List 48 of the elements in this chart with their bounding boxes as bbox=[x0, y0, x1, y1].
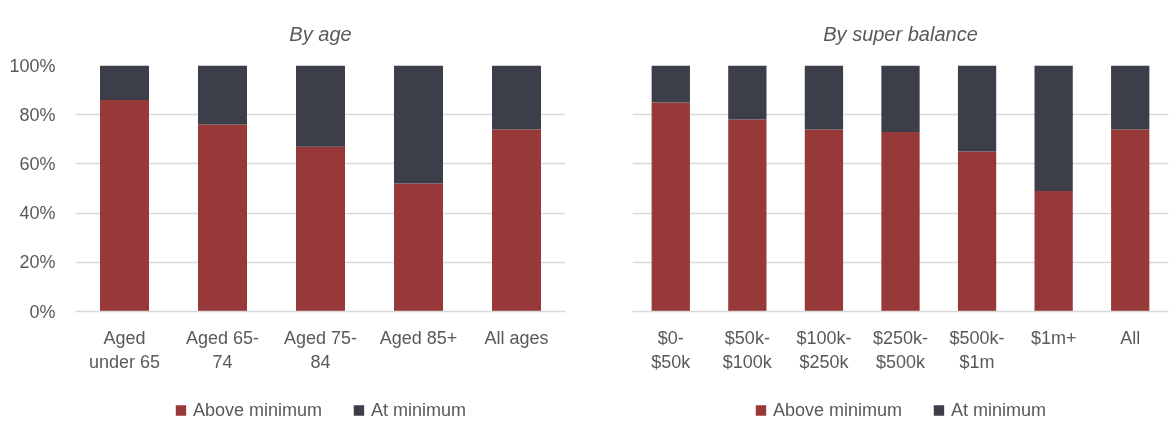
bar bbox=[100, 99, 149, 312]
bar bbox=[1111, 129, 1150, 312]
bar bbox=[651, 65, 690, 103]
legend-label: At minimum bbox=[371, 399, 467, 420]
bar bbox=[957, 151, 997, 312]
bar bbox=[198, 65, 247, 125]
bar bbox=[394, 65, 443, 184]
bar bbox=[198, 124, 247, 312]
legend-label: At minimum bbox=[951, 399, 1047, 420]
x-tick-label: $500k-$1m bbox=[949, 327, 1005, 372]
bar bbox=[492, 129, 541, 312]
chart-title: By age bbox=[289, 22, 352, 45]
bar bbox=[394, 183, 443, 312]
y-tick-label: 100% bbox=[9, 55, 56, 76]
x-tick-label: $0-$50k bbox=[651, 327, 692, 372]
x-tick-label: Aged 75-84 bbox=[283, 327, 358, 372]
bar bbox=[651, 102, 690, 312]
bar bbox=[881, 131, 920, 312]
x-tick-label: $1m+ bbox=[1030, 327, 1077, 348]
bar bbox=[1034, 190, 1073, 312]
bar bbox=[100, 65, 149, 100]
x-tick-label: $50k-$100k bbox=[722, 327, 773, 372]
legend-label: Above minimum bbox=[192, 399, 323, 420]
x-tick-label: Aged 85+ bbox=[379, 327, 458, 348]
bar bbox=[804, 65, 844, 130]
bar bbox=[1034, 65, 1073, 191]
bar bbox=[1111, 65, 1150, 130]
x-tick-label: Aged under 65 bbox=[88, 327, 161, 372]
bar bbox=[492, 65, 541, 130]
bar bbox=[804, 129, 844, 312]
x-tick-label: $250k-$500k bbox=[872, 327, 929, 372]
bar bbox=[957, 65, 997, 152]
chart-title: By super balance bbox=[823, 22, 978, 45]
y-tick-label: 40% bbox=[19, 203, 56, 224]
y-tick-label: 60% bbox=[19, 153, 56, 174]
y-tick-label: 80% bbox=[19, 104, 56, 125]
legend-label: Above minimum bbox=[772, 399, 903, 420]
y-tick-label: 20% bbox=[19, 252, 56, 273]
x-tick-label: Aged 65-74 bbox=[185, 327, 260, 372]
bar bbox=[296, 146, 345, 312]
bar bbox=[728, 65, 767, 120]
x-tick-label: All ages bbox=[484, 327, 549, 348]
x-tick-label: All bbox=[1120, 327, 1141, 348]
x-tick-label: $100k-$250k bbox=[796, 327, 852, 372]
bar bbox=[881, 65, 920, 132]
y-tick-label: 0% bbox=[29, 301, 56, 322]
bar bbox=[728, 119, 767, 312]
bar bbox=[296, 65, 345, 147]
